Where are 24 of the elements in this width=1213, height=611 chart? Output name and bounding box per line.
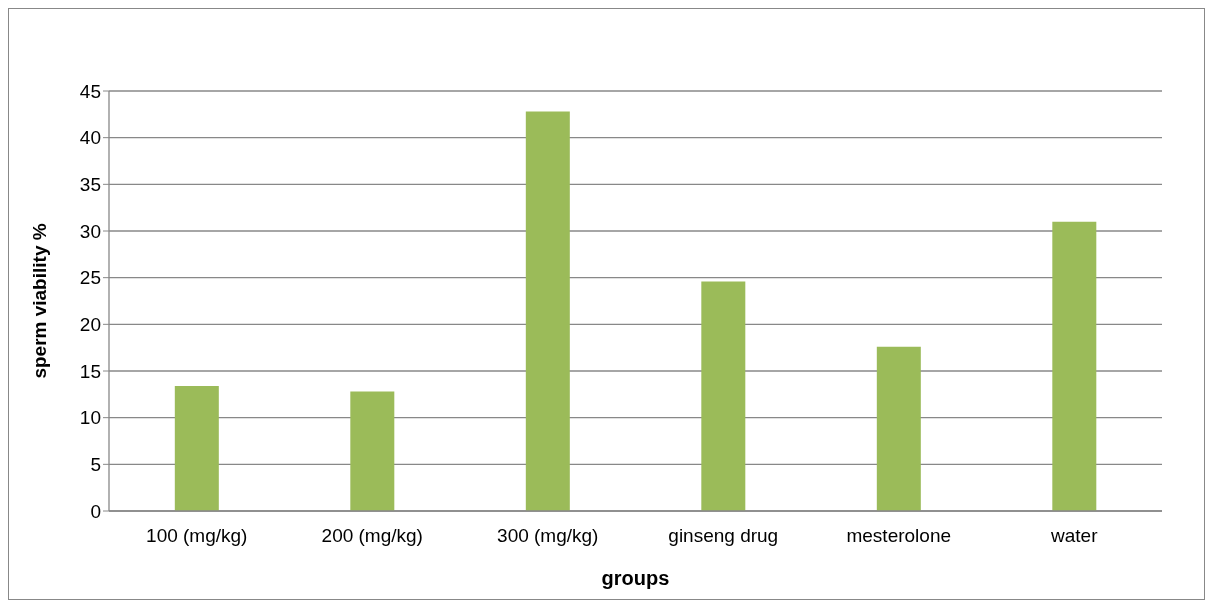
- y-tick-label: 15: [79, 360, 101, 382]
- bar: [701, 281, 746, 511]
- x-tick-label: 200 (mg/kg): [321, 525, 423, 547]
- x-axis-title: groups: [601, 567, 670, 589]
- bar: [174, 385, 219, 511]
- x-tick-label: mesterolone: [846, 525, 952, 547]
- y-axis-title: sperm viability %: [28, 223, 50, 379]
- x-tick-label: water: [1050, 525, 1099, 547]
- y-tick-label: 35: [79, 174, 101, 196]
- y-tick-label: 40: [79, 127, 101, 149]
- y-tick-label: 10: [79, 407, 101, 429]
- y-tick-label: 20: [79, 314, 101, 336]
- bar: [525, 111, 570, 511]
- bar: [876, 346, 921, 511]
- x-tick-label: ginseng drug: [668, 525, 779, 547]
- bar: [350, 391, 395, 511]
- bar: [1052, 221, 1097, 511]
- y-tick-label: 45: [79, 80, 101, 102]
- y-tick-label: 30: [79, 220, 101, 242]
- x-tick-label: 300 (mg/kg): [497, 525, 599, 547]
- y-tick-label: 25: [79, 267, 101, 289]
- x-tick-label: 100 (mg/kg): [146, 525, 248, 547]
- y-tick-label: 0: [90, 500, 101, 522]
- y-tick-label: 5: [90, 454, 101, 476]
